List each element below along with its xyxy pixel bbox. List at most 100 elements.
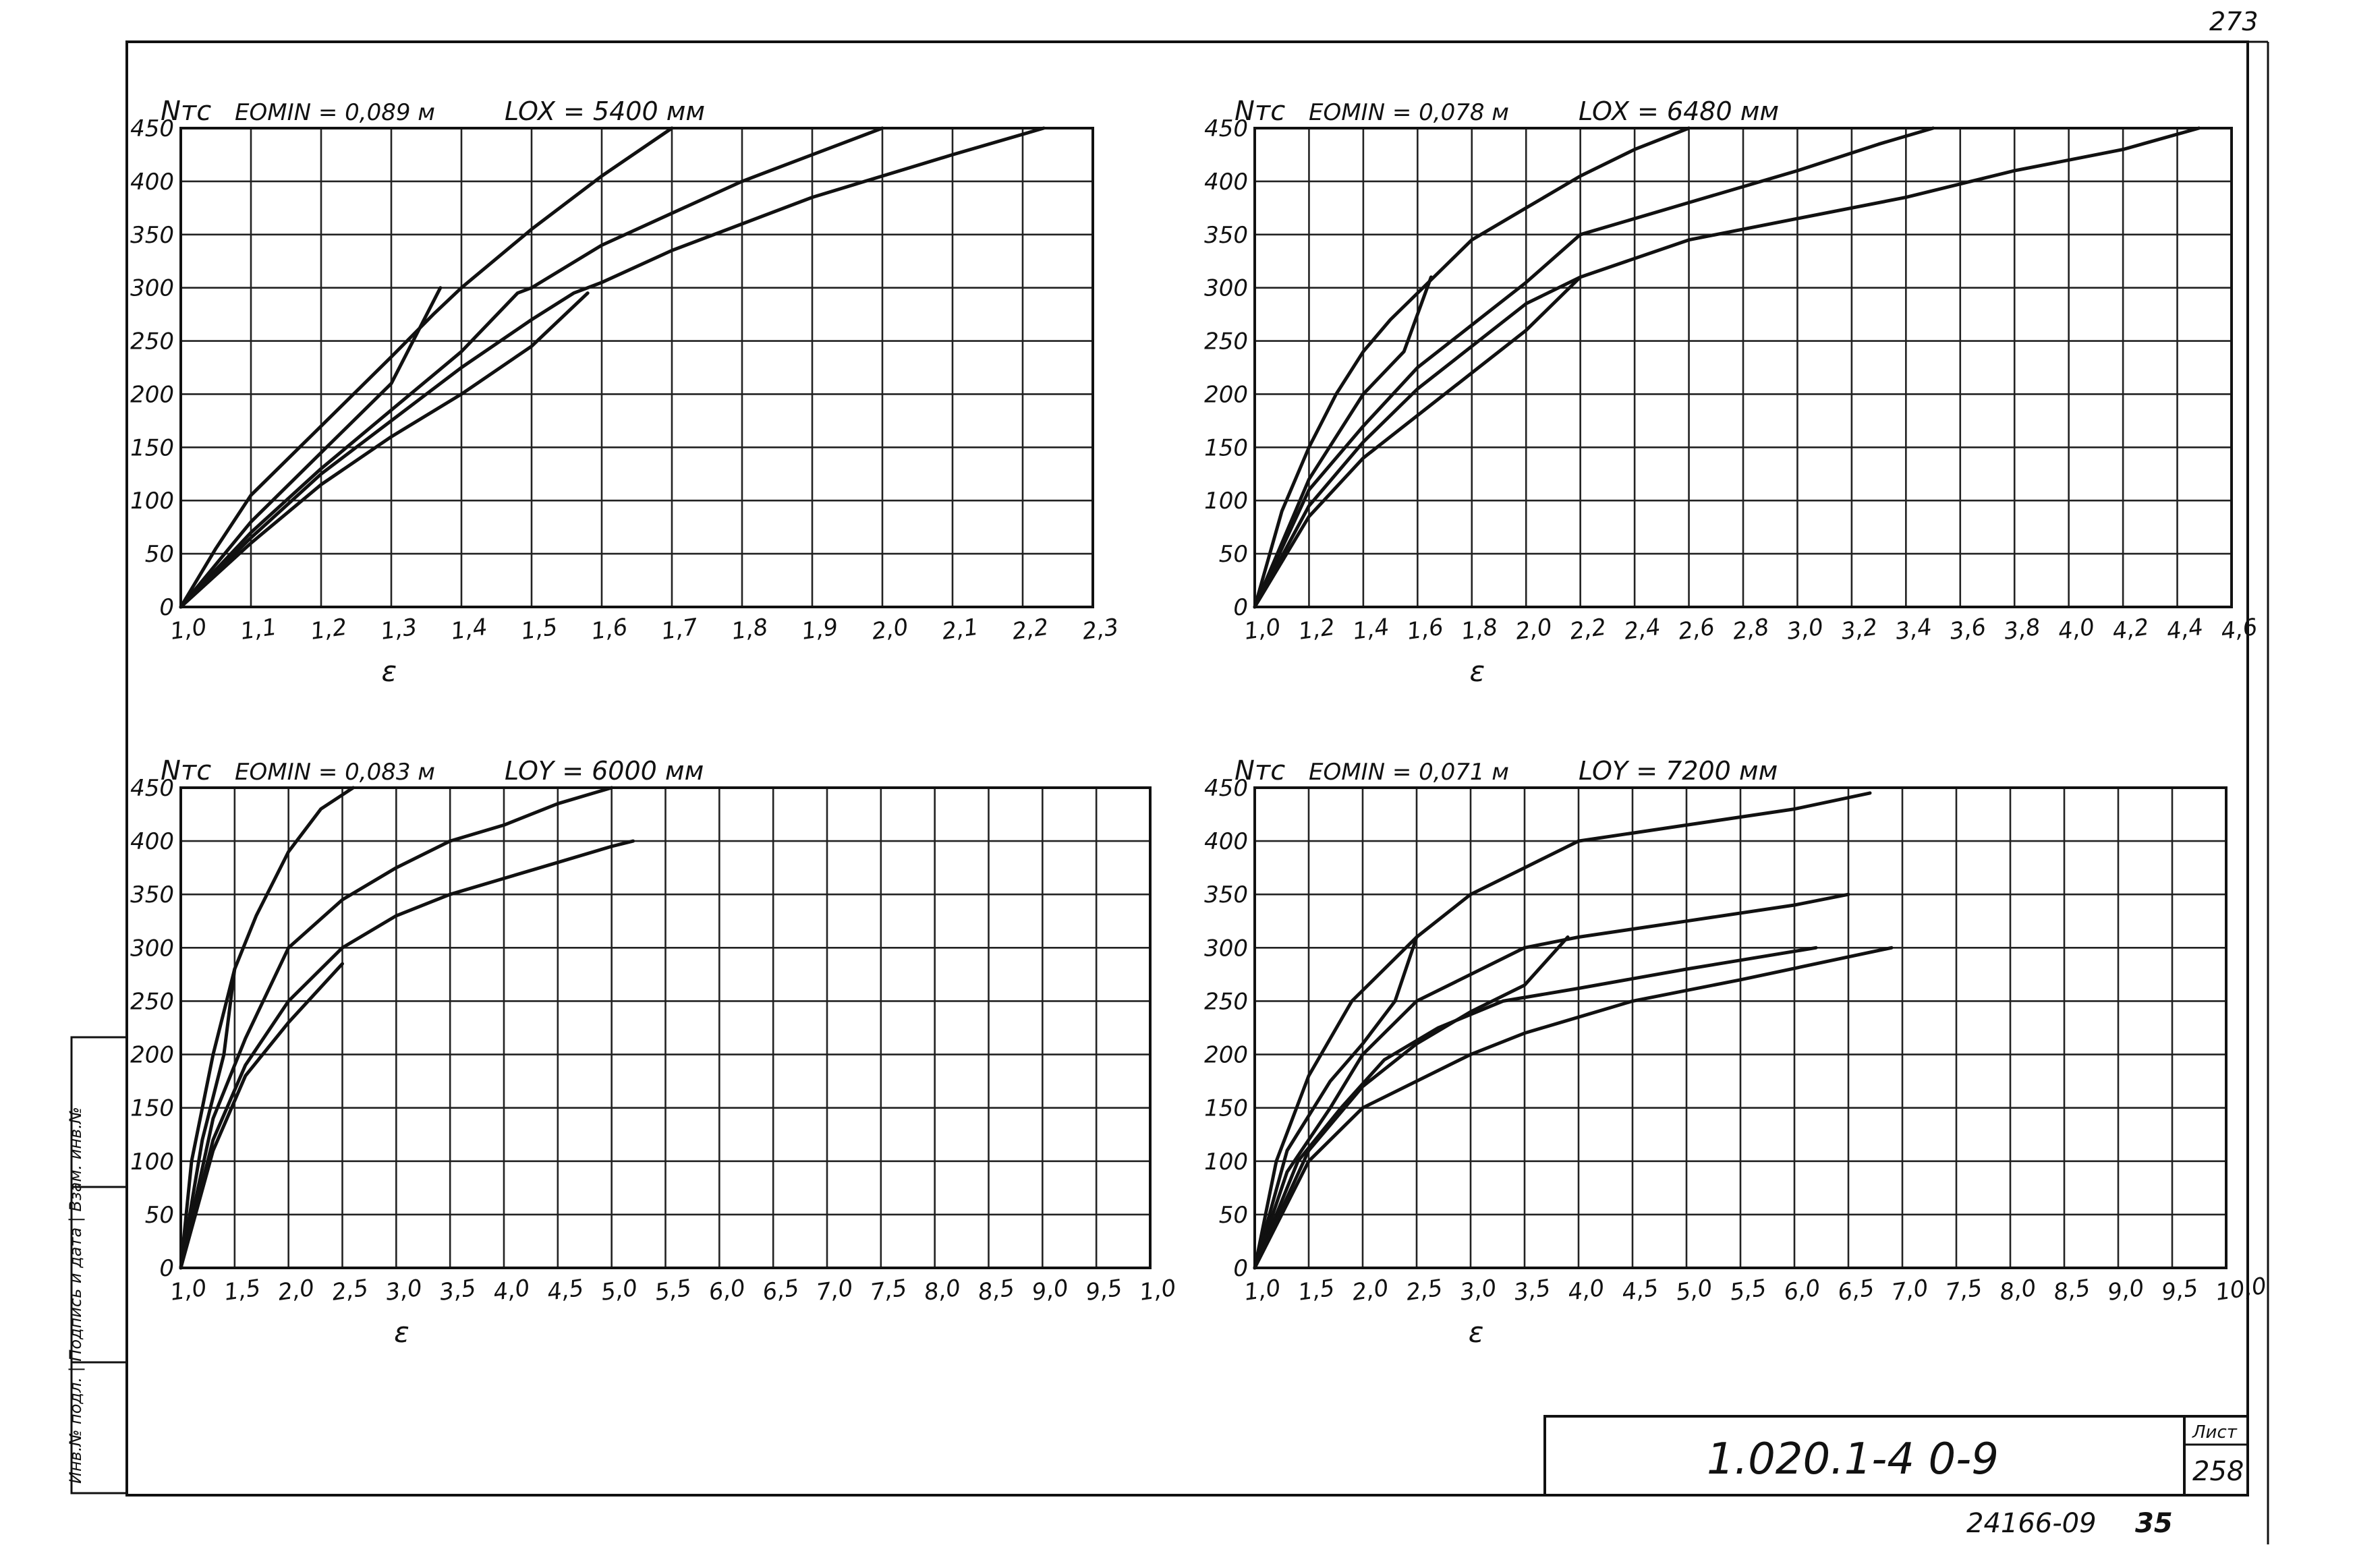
x-tick-label: 2,5 [330, 1275, 370, 1306]
x-tick-label: 3,0 [1785, 614, 1825, 645]
y-tick-label: 350 [130, 222, 174, 249]
x-tick-label: 9,5 [1084, 1275, 1124, 1306]
y-tick-label: 300 [130, 935, 174, 962]
grid [1253, 786, 2228, 1269]
x-tick-label: 5,0 [599, 1275, 639, 1306]
series-curve-2 [179, 286, 443, 609]
grid [179, 786, 1152, 1269]
sheet-top-number: 273 [2209, 7, 2259, 36]
y-tick-label: 250 [1204, 328, 1248, 355]
y-tick-label: 400 [1204, 828, 1248, 855]
y-tick-label: 450 [130, 115, 174, 142]
x-tick-label: 7,0 [815, 1275, 855, 1306]
x-tick-label: 2,0 [870, 614, 910, 645]
sheet-frame [125, 40, 2249, 1497]
x-axis-label: ε [394, 1316, 409, 1349]
x-tick-label: 6,0 [1782, 1275, 1822, 1306]
y-axis-label: Nтс [1235, 755, 1285, 786]
eomin-label: EOMIN = 0,078 м [1309, 99, 1509, 126]
chart-bottom-left: 1,0 1,5 2,0 2,5 3,0 3,5 4,0 4,5 5,0 5,5 6,0 6,5 7,0 7… [130, 755, 1178, 1349]
x-tick-label: 3,0 [1458, 1275, 1498, 1306]
x-tick-label: 9,0 [2106, 1275, 2146, 1306]
series-curve-2 [1253, 275, 1433, 609]
stamp-text: Инв.№ подл. | Подпись и дата | Взам. инв… [66, 1107, 85, 1484]
x-tick-label: 3,2 [1840, 614, 1879, 645]
x-tick-label: 1,0 [169, 614, 208, 645]
series-curve-6 [1253, 935, 1570, 1270]
x-tick-label: 1,8 [1460, 614, 1500, 645]
x-tick-label: 2,0 [1514, 614, 1554, 645]
x-tick-label: 1,0 [169, 1275, 208, 1306]
title-block: 1.020.1-4 0-9 Лист 258 24166-09 35 [1543, 1415, 2249, 1539]
series-curve-4 [1253, 126, 2201, 609]
x-tick-label: 4,4 [2165, 614, 2205, 645]
y-tick-label: 300 [1204, 275, 1248, 302]
x-tick-label: 1,9 [800, 614, 840, 645]
x-tick-label: 4,0 [1566, 1275, 1606, 1306]
y-tick-label: 100 [1204, 488, 1248, 515]
series-curve-3 [179, 786, 614, 1270]
x-tick-label: 1,1 [239, 614, 279, 645]
x-tick-label: 6,5 [761, 1275, 801, 1306]
x-tick-label: 3,5 [1512, 1275, 1552, 1306]
x-tick-label: 5,5 [1728, 1275, 1768, 1306]
y-tick-label: 250 [130, 328, 174, 355]
x-tick-label: 2,2 [1568, 614, 1608, 645]
x-tick-label: 8,0 [922, 1275, 962, 1306]
x-tick-label: 3,0 [384, 1275, 424, 1306]
x-tick-label: 1,2 [309, 614, 349, 645]
series-curve-1 [1253, 126, 1691, 609]
plot-frame [1253, 127, 2233, 608]
series-curve-5 [179, 291, 590, 609]
y-axis-label: Nтс [161, 755, 211, 786]
x-axis-label: ε [381, 655, 397, 688]
length-label: LOY = 6000 мм [505, 756, 704, 786]
sheet-label: Лист [2192, 1422, 2238, 1443]
x-tick-label: 4,0 [492, 1275, 532, 1306]
x-tick-label: 4,5 [546, 1275, 586, 1306]
y-tick-label: 0 [1233, 1255, 1248, 1282]
y-axis-label: Nтс [1235, 96, 1285, 127]
x-tick-label: 9,0 [1030, 1275, 1070, 1306]
y-tick-label: 200 [1204, 1042, 1248, 1069]
x-tick-label: 1,4 [449, 614, 489, 645]
x-tick-label: 1,5 [223, 1275, 262, 1306]
series-curve-3 [1253, 892, 1850, 1270]
length-label: LOX = 6480 мм [1579, 96, 1779, 126]
series-curve-4 [179, 126, 1046, 609]
x-tick-label: 2,0 [276, 1275, 316, 1306]
y-tick-label: 350 [1204, 881, 1248, 908]
x-tick-label: 1,0 [1243, 1275, 1282, 1306]
y-tick-label: 150 [130, 434, 174, 461]
x-tick-label: 1,6 [1405, 614, 1445, 645]
x-tick-label: 3,5 [438, 1275, 478, 1306]
y-tick-label: 400 [130, 828, 174, 855]
x-tick-label: 1,2 [1297, 614, 1336, 645]
y-tick-label: 100 [130, 1149, 174, 1175]
series-curve-5 [179, 962, 344, 1270]
x-tick-label: 4,5 [1620, 1275, 1660, 1306]
y-tick-label: 350 [130, 881, 174, 908]
chart-top-left: 1,0 1,1 1,2 1,3 1,4 1,5 1,6 1,7 1,8 1,9 2,0 2,1 2,2 2… [130, 96, 1120, 688]
plot-frame [179, 786, 1152, 1269]
plot-frame [179, 127, 1094, 608]
y-axis-label: Nтс [161, 96, 211, 127]
x-tick-label: 10,0 [2214, 1273, 2269, 1306]
y-tick-label: 50 [145, 541, 174, 568]
chart-bottom-right: 1,0 1,5 2,0 2,5 3,0 3,5 4,0 4,5 5,0 5,5 6,0 6,5 7,0 7… [1204, 755, 2268, 1349]
x-tick-label: 1,6 [590, 614, 629, 645]
y-tick-label: 150 [130, 1095, 174, 1122]
x-tick-label: 7,5 [869, 1275, 909, 1306]
x-tick-label: 2,5 [1405, 1275, 1444, 1306]
y-tick-label: 400 [130, 169, 174, 196]
x-tick-label: 8,0 [1998, 1275, 2038, 1306]
length-label: LOY = 7200 мм [1579, 756, 1778, 786]
series-curve-5 [1253, 275, 1583, 609]
x-tick-label: 1,5 [1297, 1275, 1336, 1306]
series-curve-2 [1253, 935, 1419, 1270]
x-tick-label: 2,6 [1676, 614, 1716, 645]
series-curve-4 [1253, 946, 1818, 1270]
series-curve-5 [1253, 946, 1894, 1270]
y-tick-label: 300 [130, 275, 174, 302]
